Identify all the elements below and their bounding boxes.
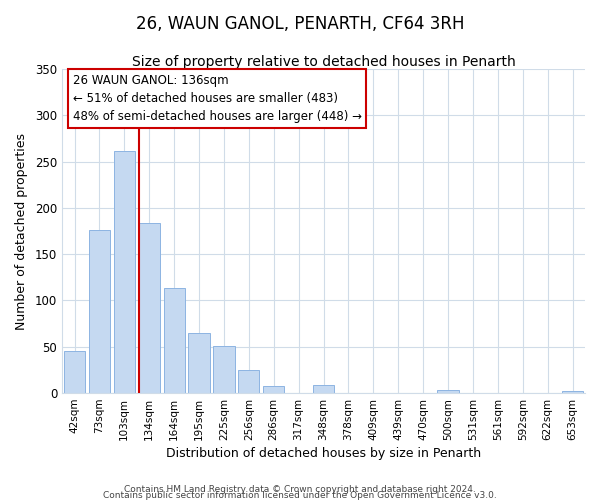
Bar (238, 370, 259, 393)
Bar (263, 386, 284, 393)
Bar (562, 391, 583, 393)
Text: Contains HM Land Registry data © Crown copyright and database right 2024.: Contains HM Land Registry data © Crown c… (124, 486, 476, 494)
Text: 26 WAUN GANOL: 136sqm
← 51% of detached houses are smaller (483)
48% of semi-det: 26 WAUN GANOL: 136sqm ← 51% of detached … (73, 74, 362, 123)
Bar (64, 352, 85, 393)
Title: Size of property relative to detached houses in Penarth: Size of property relative to detached ho… (131, 55, 515, 69)
Bar (214, 346, 235, 393)
Text: Contains public sector information licensed under the Open Government Licence v3: Contains public sector information licen… (103, 492, 497, 500)
Bar (164, 288, 185, 393)
Bar (114, 152, 135, 393)
Bar (89, 230, 110, 393)
Bar (437, 390, 458, 393)
Bar (139, 222, 160, 393)
Text: 26, WAUN GANOL, PENARTH, CF64 3RH: 26, WAUN GANOL, PENARTH, CF64 3RH (136, 15, 464, 33)
Bar (313, 384, 334, 393)
Y-axis label: Number of detached properties: Number of detached properties (15, 132, 28, 330)
Bar (188, 333, 209, 393)
X-axis label: Distribution of detached houses by size in Penarth: Distribution of detached houses by size … (166, 447, 481, 460)
